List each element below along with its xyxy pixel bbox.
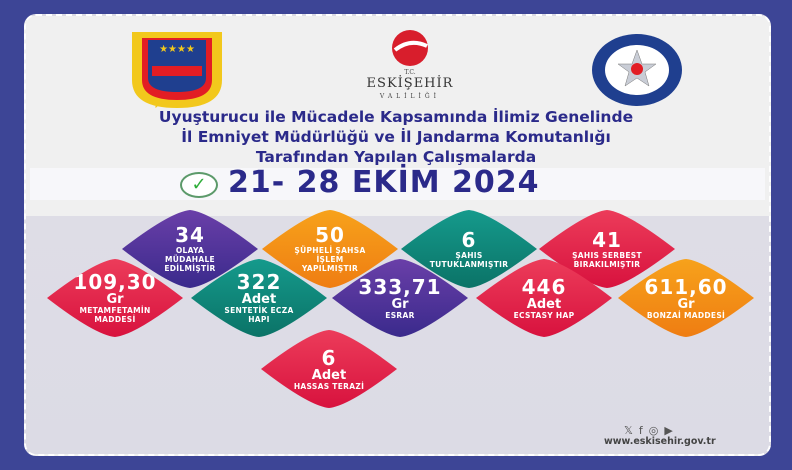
stat-label: ECSTASY HAP — [513, 310, 575, 320]
stat-value: 6 — [461, 227, 477, 252]
stat-label: ŞÜPHELİ ŞAHSA İŞLEM YAPILMIŞTIR — [294, 246, 366, 273]
headline-line: Tarafından Yapılan Çalışmalarda — [255, 148, 537, 166]
headline: Uyuşturucu ile Mücadele Kapsamında İlimi… — [0, 107, 792, 167]
stat-label: METAMFETAMİN MADDESİ — [79, 306, 151, 324]
svg-text:EGM: EGM — [630, 89, 644, 96]
stat-value: 333,71 — [358, 274, 442, 299]
stat-label: ESRAR — [385, 310, 415, 320]
stat-value: 6 — [321, 345, 337, 370]
svg-text:VALİLİĞİ: VALİLİĞİ — [379, 92, 440, 100]
stat-unit: Adet — [311, 367, 347, 383]
headline-line: İl Emniyet Müdürlüğü ve İl Jandarma Komu… — [181, 128, 611, 146]
stat-label: BONZAİ MADDESİ — [646, 310, 726, 320]
check-icon: ✓ — [180, 172, 218, 198]
stat-unit: Adet — [526, 296, 562, 312]
stat-value: 41 — [592, 227, 622, 252]
stat-value: 109,30 — [73, 270, 157, 294]
stat-unit: Gr — [391, 296, 409, 312]
svg-text:★★★★: ★★★★ — [159, 44, 195, 55]
svg-text:JANDARMA: JANDARMA — [155, 100, 199, 108]
facebook-icon[interactable]: f — [638, 424, 649, 437]
youtube-icon[interactable]: ▶ — [664, 424, 679, 437]
stat-label: ŞAHIS TUTUKLANMIŞTIR — [429, 250, 509, 269]
headline-line: Uyuşturucu ile Mücadele Kapsamında İlimi… — [158, 108, 634, 126]
stat-unit: Gr — [677, 296, 695, 312]
stat-unit: Gr — [106, 292, 124, 307]
stat-unit: Adet — [241, 292, 277, 307]
stat-value: 446 — [521, 274, 567, 299]
stat-value: 34 — [175, 223, 205, 247]
emniyet-mudurlugu-logo: EGM — [592, 34, 682, 106]
stat-value: 50 — [315, 223, 345, 247]
date-band — [30, 168, 765, 200]
jandarma-logo: ★★★★ JANDARMA — [132, 32, 222, 108]
svg-text:T.C.: T.C. — [404, 69, 415, 76]
stat-value: 322 — [236, 270, 282, 294]
stat-label: OLAYA MÜDAHALE EDİLMİŞTİR — [164, 246, 216, 273]
date-range: 21- 28 EKİM 2024 — [228, 165, 540, 200]
svg-text:ESKİŞEHİR: ESKİŞEHİR — [367, 74, 454, 91]
eskisehir-valiligi-logo: T.C. ESKİŞEHİR VALİLİĞİ — [367, 30, 454, 100]
stat-label: ŞAHIS SERBEST BIRAKILMIŞTIR — [572, 250, 642, 269]
stat-label: HASSAS TERAZİ — [293, 381, 365, 391]
stat-label: SENTETİK ECZA HAPI — [224, 306, 294, 324]
stat-value: 611,60 — [644, 274, 728, 299]
website-url[interactable]: www.eskisehir.gov.tr — [604, 436, 716, 447]
x-icon[interactable]: 𝕏 — [624, 424, 639, 437]
social-icons: 𝕏f◎▶ — [624, 424, 679, 437]
instagram-icon[interactable]: ◎ — [648, 424, 665, 437]
